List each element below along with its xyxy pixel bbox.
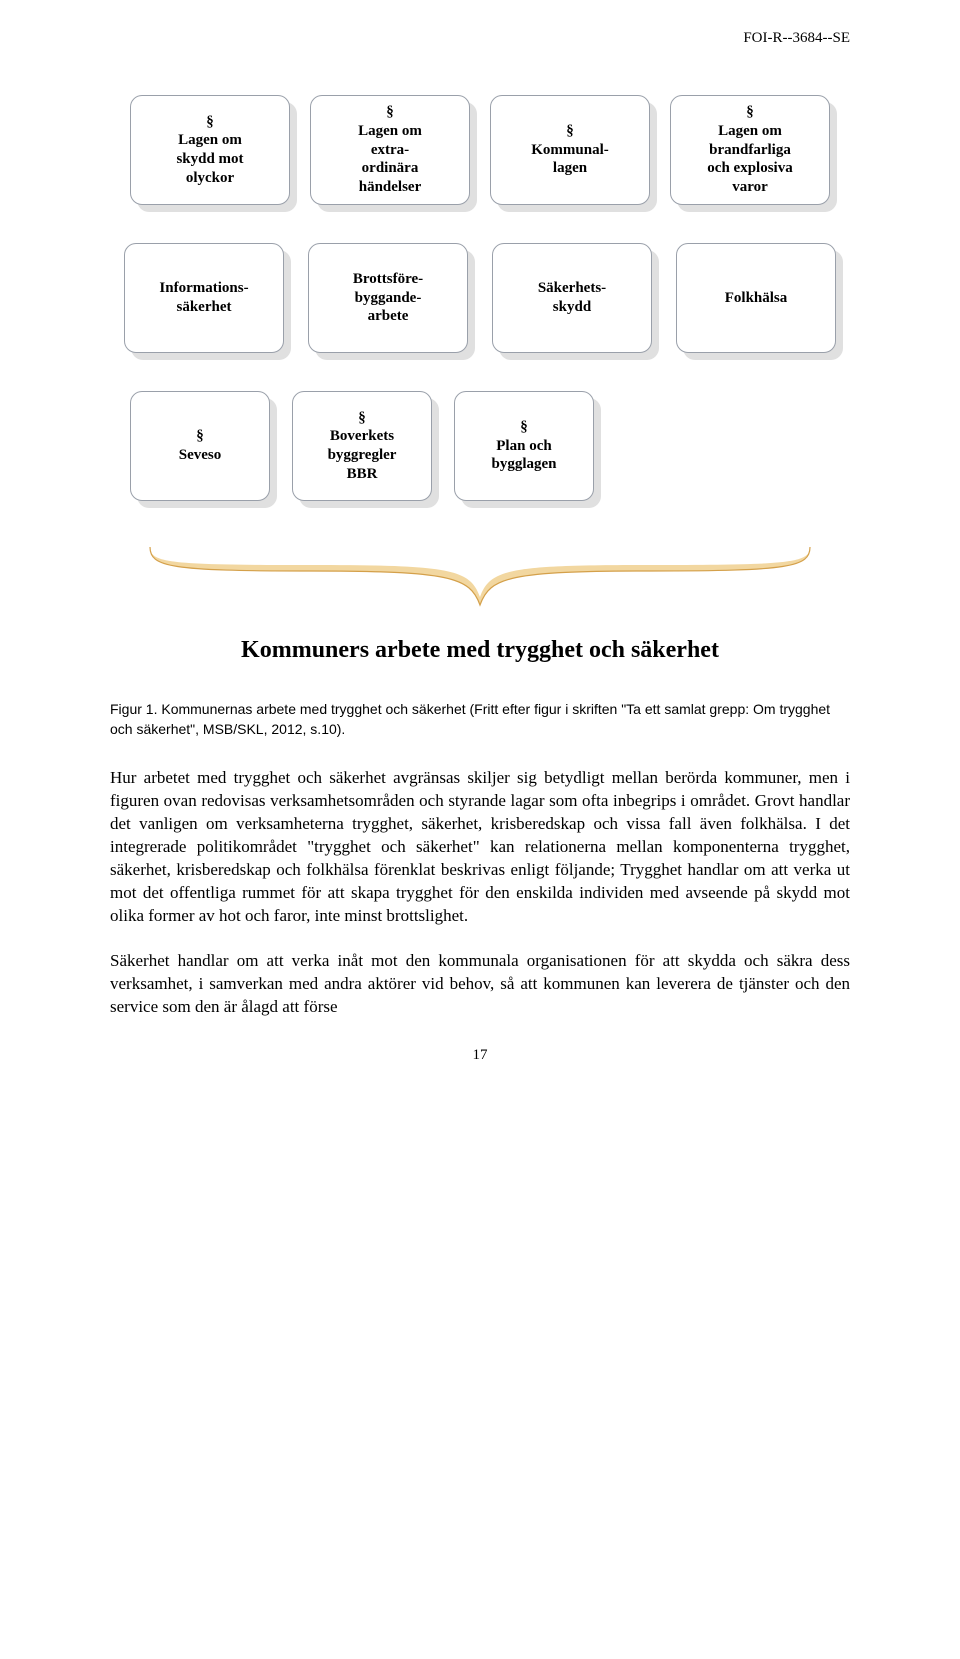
diagram-row-1: § Lagen om skydd mot olyckor § Lagen om …	[110, 95, 850, 205]
box-line: Informations-	[159, 280, 248, 296]
box-content: Brottsföre- byggande- arbete	[308, 243, 468, 353]
box-line: skydd mot	[176, 151, 243, 167]
box-content: § Lagen om brandfarliga och explosiva va…	[670, 95, 830, 205]
box-informationssakerhet: Informations- säkerhet	[124, 243, 284, 353]
box-brandfarliga: § Lagen om brandfarliga och explosiva va…	[670, 95, 830, 205]
box-content: § Lagen om extra- ordinära händelser	[310, 95, 470, 205]
box-folkhalsa: Folkhälsa	[676, 243, 836, 353]
box-brottsforebyggande: Brottsföre- byggande- arbete	[308, 243, 468, 353]
box-line: och explosiva	[707, 160, 792, 176]
box-line: Säkerhets-	[538, 280, 606, 296]
diagram-row-2: Informations- säkerhet Brottsföre- bygga…	[110, 243, 850, 353]
box-line: Plan och	[496, 438, 551, 454]
law-prefix: §	[566, 123, 574, 139]
box-line: varor	[732, 179, 768, 195]
figure-caption: Figur 1. Kommunernas arbete med trygghet…	[110, 700, 850, 739]
diagram-row-3: § Seveso § Boverkets byggregler BBR § Pl…	[130, 391, 850, 501]
box-line: Kommunal-	[531, 142, 609, 158]
curly-brace-icon	[140, 539, 820, 619]
box-seveso: § Seveso	[130, 391, 270, 501]
box-content: Säkerhets- skydd	[492, 243, 652, 353]
box-line: Boverkets	[330, 428, 394, 444]
body-paragraph-2: Säkerhet handlar om att verka inåt mot d…	[110, 950, 850, 1019]
box-line: Brottsföre-	[353, 271, 423, 287]
box-content: Informations- säkerhet	[124, 243, 284, 353]
box-sakerhetsskydd: Säkerhets- skydd	[492, 243, 652, 353]
summary-title: Kommuners arbete med trygghet och säkerh…	[110, 637, 850, 664]
law-prefix: §	[196, 428, 204, 444]
box-line: Folkhälsa	[725, 290, 788, 306]
box-lagen-skydd: § Lagen om skydd mot olyckor	[130, 95, 290, 205]
box-line: brandfarliga	[709, 142, 791, 158]
box-content: Folkhälsa	[676, 243, 836, 353]
box-content: § Seveso	[130, 391, 270, 501]
box-content: § Kommunal- lagen	[490, 95, 650, 205]
box-content: § Plan och bygglagen	[454, 391, 594, 501]
box-line: Lagen om	[358, 123, 422, 139]
box-lagen-extra: § Lagen om extra- ordinära händelser	[310, 95, 470, 205]
box-line: byggande-	[355, 290, 422, 306]
box-content: § Boverkets byggregler BBR	[292, 391, 432, 501]
box-line: BBR	[347, 466, 378, 482]
box-line: lagen	[553, 160, 587, 176]
box-line: skydd	[553, 299, 591, 315]
page-number: 17	[110, 1047, 850, 1064]
body-paragraph-1: Hur arbetet med trygghet och säkerhet av…	[110, 767, 850, 928]
law-prefix: §	[386, 104, 394, 120]
brace-stroke	[150, 547, 810, 605]
document-id-header: FOI-R--3684--SE	[110, 30, 850, 47]
box-line: Lagen om	[178, 132, 242, 148]
box-line: Seveso	[179, 447, 222, 463]
box-content: § Lagen om skydd mot olyckor	[130, 95, 290, 205]
law-prefix: §	[358, 410, 366, 426]
curly-brace-container	[110, 539, 850, 619]
box-line: byggregler	[328, 447, 397, 463]
law-prefix: §	[520, 419, 528, 435]
brace-path	[150, 547, 810, 605]
box-line: säkerhet	[176, 299, 231, 315]
box-boverkets: § Boverkets byggregler BBR	[292, 391, 432, 501]
box-line: Lagen om	[718, 123, 782, 139]
box-line: bygglagen	[491, 456, 556, 472]
box-kommunallagen: § Kommunal- lagen	[490, 95, 650, 205]
box-line: extra-	[371, 142, 409, 158]
box-line: händelser	[359, 179, 422, 195]
law-prefix: §	[206, 114, 214, 130]
box-line: arbete	[368, 308, 409, 324]
law-prefix: §	[746, 104, 754, 120]
box-line: ordinära	[362, 160, 419, 176]
box-plan-bygglagen: § Plan och bygglagen	[454, 391, 594, 501]
box-line: olyckor	[186, 170, 234, 186]
